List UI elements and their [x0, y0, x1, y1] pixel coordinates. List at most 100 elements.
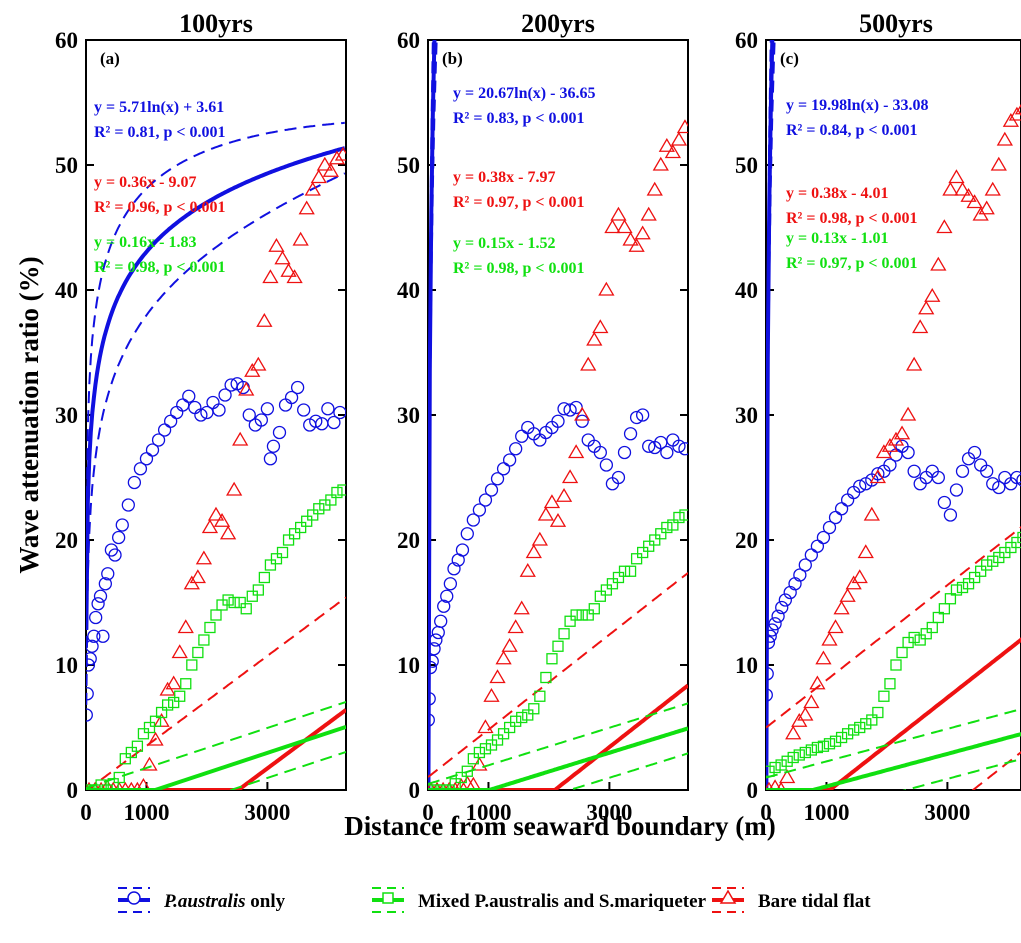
data-point — [454, 777, 469, 790]
data-point — [149, 715, 162, 727]
panel-title: 500yrs — [859, 9, 933, 38]
data-point — [766, 629, 777, 643]
data-point — [213, 512, 231, 527]
data-point — [1017, 531, 1021, 544]
data-point — [115, 518, 129, 532]
data-point — [263, 452, 278, 466]
data-point — [775, 759, 787, 771]
data-point — [540, 671, 552, 684]
y-tick-label: 0 — [409, 778, 421, 803]
data-point — [893, 425, 911, 440]
data-point — [534, 690, 546, 702]
data-point — [803, 694, 820, 709]
data-point — [992, 480, 1006, 495]
data-point — [143, 721, 156, 734]
data-point — [525, 544, 542, 559]
regression-stats: R² = 0.98, p < 0.001 — [94, 259, 225, 276]
y-tick-label: 30 — [735, 403, 758, 428]
data-point — [549, 512, 567, 527]
data-point — [304, 181, 321, 196]
data-point — [564, 615, 576, 627]
data-point — [871, 467, 885, 481]
data-point — [990, 156, 1007, 171]
data-point — [630, 553, 643, 565]
data-point — [851, 569, 868, 584]
data-point — [937, 495, 952, 510]
data-point — [611, 470, 626, 485]
data-point — [555, 487, 573, 502]
data-point — [101, 784, 113, 790]
data-point — [274, 250, 291, 265]
regression-stats: R² = 0.83, p < 0.001 — [453, 110, 584, 127]
data-point — [906, 356, 923, 371]
data-point — [798, 558, 812, 572]
data-point — [551, 414, 565, 428]
data-point — [821, 631, 838, 646]
data-point — [809, 675, 826, 690]
data-point — [161, 699, 174, 711]
data-point — [307, 509, 319, 521]
regression-stats: R² = 0.84, p < 0.001 — [786, 122, 917, 139]
data-point — [429, 633, 443, 647]
mix-fit-line — [428, 726, 688, 790]
data-point — [967, 445, 982, 460]
data-point — [189, 569, 206, 584]
data-point — [679, 509, 688, 521]
data-point — [301, 515, 313, 527]
data-point — [447, 562, 461, 576]
data-point — [950, 584, 963, 596]
data-point — [157, 423, 172, 437]
legend-marker — [719, 889, 737, 904]
data-point — [586, 331, 603, 346]
data-point — [176, 398, 190, 412]
data-point — [503, 721, 516, 734]
data-point — [975, 565, 987, 577]
data-point — [270, 553, 283, 565]
y-tick-label: 30 — [397, 403, 420, 428]
data-point — [204, 621, 216, 634]
data-point — [660, 445, 674, 460]
data-point — [673, 511, 685, 524]
data-point — [316, 156, 333, 171]
data-point — [604, 219, 621, 234]
data-point — [449, 778, 461, 790]
bare-fit-line — [428, 683, 688, 790]
data-point — [528, 703, 540, 715]
data-point — [268, 237, 285, 252]
x-tick-label: 3000 — [244, 800, 290, 825]
regression-equation: y = 0.16x - 1.83 — [94, 234, 196, 251]
data-point — [592, 319, 609, 334]
data-point — [588, 603, 600, 615]
legend-marker — [127, 891, 141, 905]
data-point — [661, 521, 673, 534]
data-point — [779, 769, 796, 784]
data-point — [883, 458, 897, 472]
data-point — [86, 784, 95, 790]
data-point — [428, 713, 435, 727]
data-point — [522, 709, 534, 721]
data-point — [816, 530, 831, 545]
data-point — [1010, 470, 1021, 485]
mix-fit-line — [766, 732, 1021, 790]
data-point — [599, 458, 614, 472]
data-point — [872, 706, 884, 719]
y-tick-label: 50 — [735, 153, 758, 178]
regression-equation: y = 0.38x - 4.01 — [786, 185, 888, 202]
data-point — [182, 389, 196, 403]
data-point — [896, 646, 908, 659]
regression-stats: R² = 0.98, p < 0.001 — [453, 260, 584, 277]
data-point — [93, 589, 108, 603]
data-point — [240, 603, 252, 615]
data-point — [112, 530, 126, 545]
data-point — [519, 562, 536, 577]
data-point — [226, 481, 243, 496]
mix-fit-line — [86, 725, 346, 790]
pa-upper-bound — [86, 121, 345, 556]
data-point — [467, 753, 479, 765]
data-point — [256, 312, 273, 327]
data-point — [853, 479, 867, 493]
data-point — [155, 706, 168, 719]
data-point — [170, 405, 184, 420]
data-point — [280, 262, 297, 277]
data-point — [119, 753, 131, 765]
